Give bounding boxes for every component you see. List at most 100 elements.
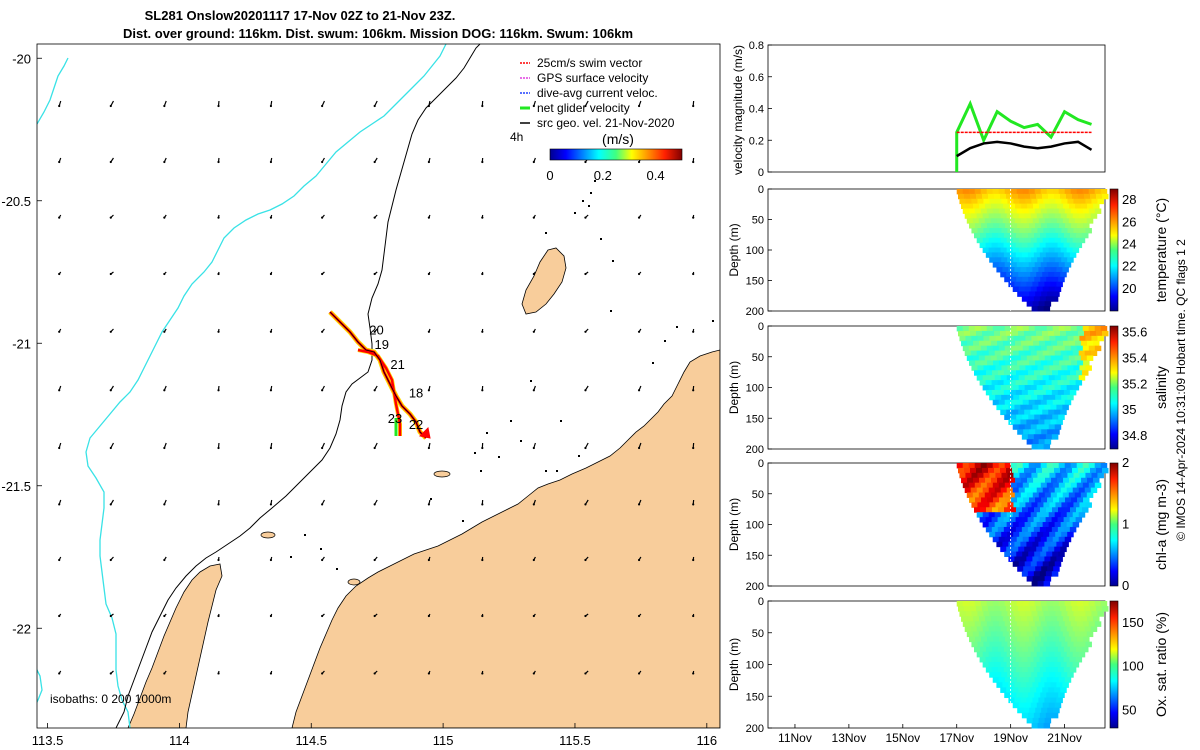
section-cell (1040, 326, 1048, 332)
vector-head (532, 558, 535, 562)
vector-head (58, 160, 61, 164)
depth-tick-label: 0 (758, 458, 764, 470)
section-cell (1042, 271, 1049, 278)
section-cell (1048, 271, 1055, 278)
section-cell (1070, 345, 1078, 352)
section-cell (1011, 636, 1018, 643)
section-cell (1083, 636, 1090, 643)
section-cell (1036, 606, 1043, 612)
section-cell (1066, 661, 1074, 668)
lat-tick-label: -20.5 (1, 194, 31, 209)
section-cell (1058, 399, 1066, 406)
section-cell (1088, 326, 1096, 332)
islet (578, 455, 580, 457)
section-cell (992, 345, 1000, 352)
section-cell (1063, 389, 1071, 396)
vector-head (637, 216, 641, 219)
section-cell (1000, 687, 1007, 693)
section-cell (1027, 656, 1035, 663)
islet (336, 568, 338, 570)
small-island (347, 578, 361, 586)
section-cell (1067, 198, 1074, 205)
section-cell (1006, 651, 1014, 658)
section-cell (1027, 667, 1035, 673)
section-cell (1012, 409, 1019, 416)
section-cell (1034, 463, 1042, 469)
section-cell (1048, 467, 1055, 474)
section-cell (994, 487, 1002, 494)
vector-head (58, 104, 61, 108)
section-cell (990, 492, 998, 498)
section-cell (988, 651, 996, 658)
section-cell (1037, 257, 1044, 263)
section-cell (1015, 667, 1023, 673)
section-cell (985, 656, 993, 663)
section-cell (1024, 375, 1032, 381)
section-cell (1018, 350, 1026, 357)
section-cell (1027, 477, 1034, 484)
section-cell (1091, 611, 1098, 617)
section-cell (1000, 237, 1008, 244)
section-cell (1056, 492, 1064, 498)
section-cell (1034, 370, 1041, 376)
section-cell (1046, 232, 1053, 239)
section-cell (1076, 646, 1083, 653)
section-cell (1044, 556, 1051, 562)
section-cell (1053, 360, 1060, 366)
section-cell (1055, 531, 1062, 538)
section-cell (1082, 601, 1090, 607)
section-cell (1038, 301, 1046, 307)
section-cell (1049, 198, 1056, 205)
section-cell (1010, 326, 1018, 332)
section-cell (1042, 375, 1050, 381)
section-cell (981, 360, 988, 366)
section-cell (1022, 646, 1029, 653)
section-cell (1014, 419, 1021, 425)
section-cell (1072, 237, 1080, 244)
vector-head (58, 330, 61, 333)
section-cell (1021, 203, 1028, 210)
section-cell (1069, 526, 1077, 533)
section-cell (1064, 507, 1071, 513)
section-cell (1006, 661, 1014, 668)
section-cell (1058, 551, 1065, 557)
section-cell (992, 507, 999, 513)
section-cell (1007, 394, 1014, 401)
section-cell (1033, 477, 1040, 484)
small-island (260, 531, 276, 539)
section-cell (1004, 345, 1012, 352)
section-cell (974, 232, 981, 239)
section-cell (995, 531, 1002, 538)
section-cell (973, 203, 980, 210)
section-cell (998, 232, 1005, 239)
section-cell (1048, 661, 1056, 668)
section-cell (1066, 375, 1074, 381)
section-cell (968, 208, 976, 214)
section-cell (1073, 335, 1080, 342)
section-cell (1015, 340, 1022, 347)
section-cell (991, 252, 999, 258)
vector-head (373, 272, 376, 276)
section-cell (1053, 291, 1060, 297)
section-cell (1029, 360, 1036, 366)
section-cell (979, 477, 986, 484)
section-cell (1026, 281, 1033, 288)
depth-tick-label: 200 (746, 723, 764, 735)
section-cell (1029, 636, 1036, 643)
vector-head (163, 389, 166, 392)
islet (574, 212, 576, 214)
section-cell (1012, 546, 1019, 553)
section-cell (1006, 375, 1014, 381)
section-cell (1000, 271, 1007, 278)
section-cell (1032, 682, 1039, 688)
section-cell (1021, 712, 1029, 719)
section-cell (1043, 472, 1050, 479)
section-cell (988, 487, 996, 494)
section-cell (1040, 646, 1047, 653)
section-cell (1056, 281, 1063, 288)
vector-head (58, 389, 61, 392)
section-cell (1042, 467, 1049, 474)
section-cell (1035, 636, 1042, 643)
section-cell (998, 482, 1006, 489)
